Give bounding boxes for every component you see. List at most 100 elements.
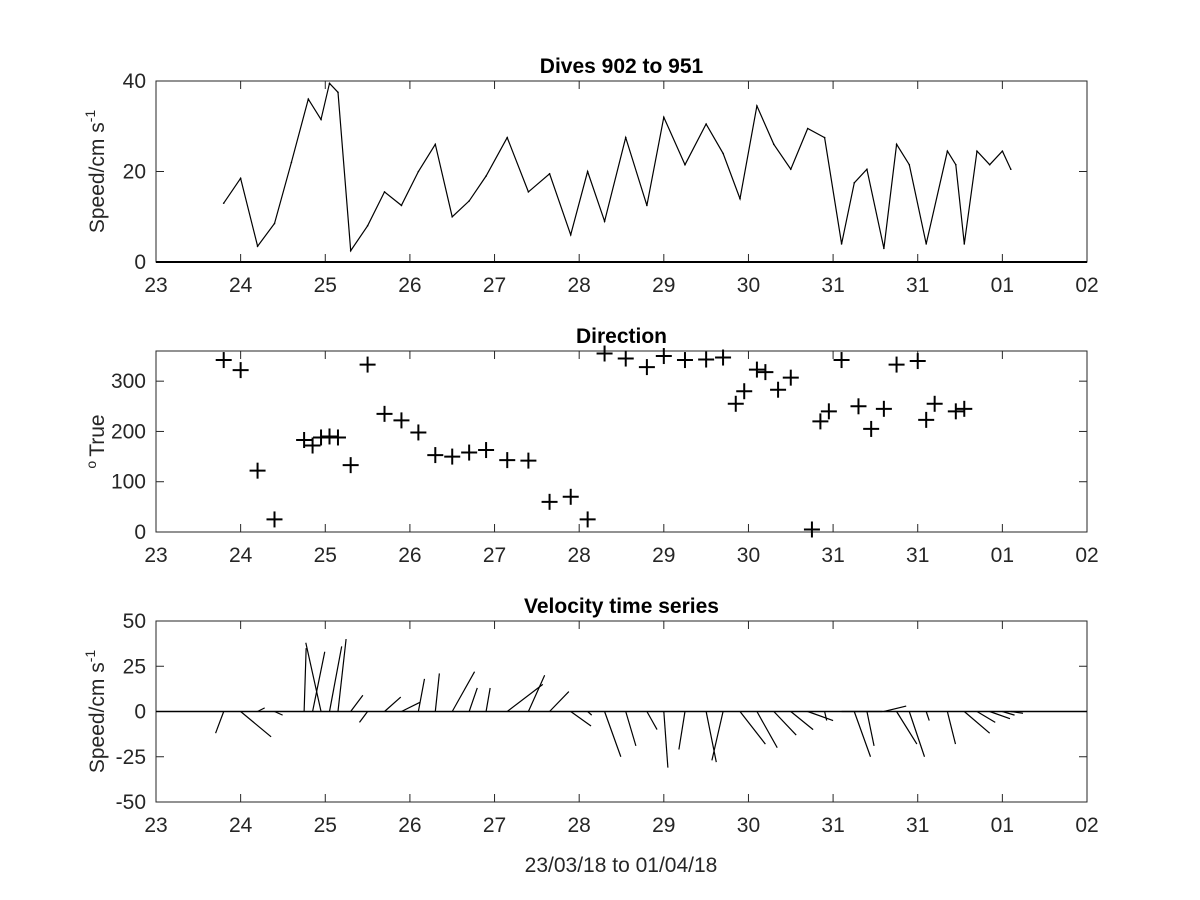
x-tick-label: 31 [906, 274, 929, 297]
direction-marker [748, 361, 765, 378]
velocity-stick [883, 705, 907, 713]
velocity-stick [604, 711, 622, 757]
direction-marker [757, 364, 774, 381]
speed-point [417, 170, 420, 173]
velocity-stick [705, 711, 717, 763]
speed-point [603, 220, 606, 223]
direction-marker [329, 429, 346, 446]
speed-point [434, 143, 437, 146]
x-tick-label: 25 [314, 274, 337, 297]
y-tick-label: -25 [116, 746, 146, 769]
direction-marker [812, 413, 829, 430]
x-tick-label: 28 [568, 544, 591, 567]
velocity-stick [587, 711, 593, 716]
speed-point [925, 243, 927, 245]
x-tick-label: 28 [568, 814, 591, 837]
x-tick-label: 28 [568, 274, 591, 297]
speed-point [366, 225, 369, 227]
velocity-stick [485, 687, 491, 712]
direction-marker [427, 447, 444, 464]
direction-marker [947, 403, 964, 420]
direction-marker [956, 400, 973, 417]
direction-marker [410, 424, 427, 441]
x-tick-label: 01 [991, 274, 1014, 297]
direction-panel: 23 24 25 26 27 28 29 30 31 31 01 02 0 100 200 300 Direct… [83, 325, 1099, 567]
velocity-stick [527, 675, 546, 712]
x-tick-label: 02 [1075, 544, 1098, 567]
x-tick-label: 31 [906, 814, 929, 837]
velocity-stick [663, 711, 669, 768]
velocity-panel: 23 24 25 26 27 28 29 30 31 31 01 02 -50 -25 0 25 50 Veloc… [82, 595, 1099, 837]
plot-area [155, 80, 1088, 263]
y-tick-label: 100 [111, 471, 146, 494]
x-tick-label: 24 [229, 544, 253, 567]
speed-point [963, 243, 966, 245]
speed-point [823, 136, 826, 139]
speed-point [273, 222, 276, 225]
speed-point [337, 91, 339, 94]
x-tick-label: 31 [821, 544, 844, 567]
velocity-stick [989, 710, 1011, 720]
direction-marker [698, 351, 715, 368]
panel-title: Dives 902 to 951 [540, 55, 704, 78]
speed-point [239, 177, 242, 180]
speed-point [955, 163, 957, 166]
y-tick-label: 200 [111, 420, 146, 443]
y-axis-label: Speed/cm s-1 [82, 650, 109, 774]
direction-marker [850, 398, 867, 415]
y-axis-label: o True [83, 414, 109, 468]
velocity-stick [274, 710, 283, 716]
velocity-stick [328, 646, 343, 712]
x-tick-label: 27 [483, 544, 506, 567]
velocity-stick [824, 711, 828, 721]
direction-marker [393, 412, 410, 429]
speed-point [853, 182, 856, 184]
y-tick-label: -50 [116, 791, 146, 814]
x-tick-label: 30 [737, 274, 760, 297]
direction-marker [676, 352, 693, 369]
velocity-stick [625, 711, 637, 747]
y-tick-label: 0 [134, 251, 146, 274]
speed-point [684, 163, 686, 166]
velocity-stick [946, 711, 957, 745]
direction-marker [266, 511, 283, 528]
y-axis-label-superscript: o [83, 461, 99, 469]
speed-point [883, 247, 885, 250]
direction-marker [478, 442, 495, 459]
direction-marker [918, 411, 935, 428]
velocity-stick [468, 687, 478, 712]
velocity-stick [773, 711, 797, 736]
y-axis-label-superscript: -1 [82, 110, 98, 123]
y-tick-label: 20 [123, 161, 146, 184]
speed-point [569, 234, 572, 236]
direction-marker [321, 428, 338, 445]
direction-marker [461, 444, 478, 461]
direction-marker [376, 405, 393, 422]
speed-point [722, 152, 724, 155]
velocity-stick [790, 711, 814, 731]
y-tick-label: 0 [134, 701, 146, 724]
direction-marker [520, 452, 537, 469]
direction-marker [579, 511, 596, 528]
panel-title: Velocity time series [524, 595, 719, 618]
speed-point [866, 168, 868, 171]
velocity-stick [976, 710, 996, 723]
velocity-stick [866, 711, 875, 747]
velocity-stick [896, 711, 918, 745]
velocity-stick [311, 651, 326, 712]
x-tick-label: 24 [229, 814, 253, 837]
x-tick-label: 27 [483, 274, 506, 297]
velocity-stick [739, 711, 766, 745]
direction-marker [736, 383, 753, 400]
velocity-stick [925, 711, 930, 721]
velocity-stick [853, 711, 872, 757]
velocity-stick [646, 711, 658, 730]
x-tick-label: 29 [652, 274, 675, 297]
direction-marker [499, 452, 516, 469]
speed-point [908, 163, 911, 166]
speed-point [705, 123, 707, 125]
speed-point [451, 215, 454, 218]
velocity-stick [337, 639, 347, 712]
speed-point [1010, 168, 1012, 171]
